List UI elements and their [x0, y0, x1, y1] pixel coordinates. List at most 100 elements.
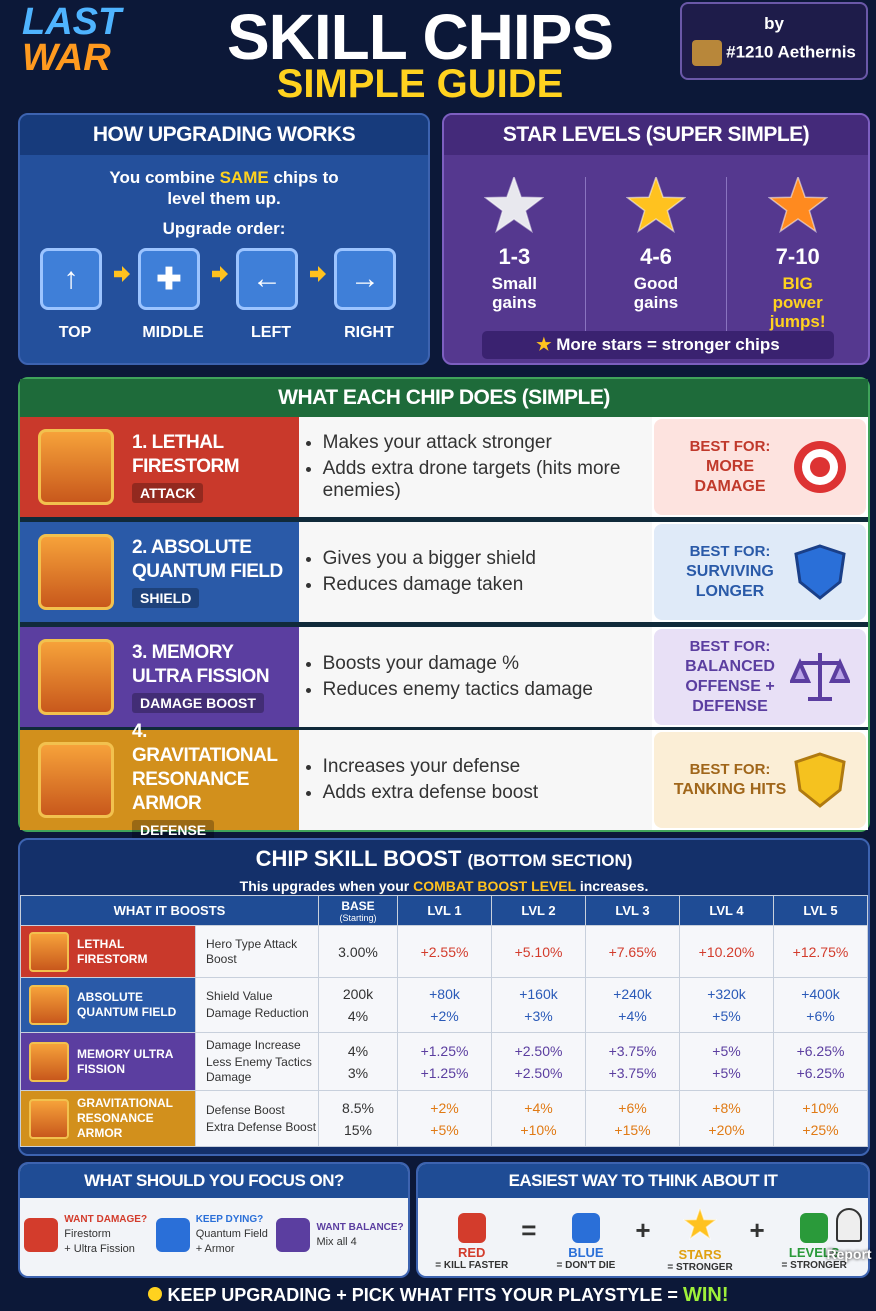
level-cell: +240k +4% [585, 977, 680, 1033]
focus-panel: WHAT SHOULD YOU FOCUS ON? WANT DAMAGE? Fi… [18, 1162, 410, 1278]
chip-icon [38, 639, 114, 715]
column-header: LVL 4 [679, 895, 774, 926]
cell-value: +2% [430, 1008, 459, 1024]
star-column: 1-3 Small gains [444, 174, 586, 331]
boost-row: ABSOLUTE QUANTUM FIELD Shield Value Damage… [20, 977, 868, 1033]
chip-bullets: Makes your attack stronger Adds extra dro… [298, 417, 652, 517]
boost-title: CHIP SKILL BOOST (BOTTOM SECTION) [20, 846, 868, 872]
star [681, 1205, 719, 1241]
cell-value: +6.25% [796, 1064, 845, 1081]
focus-icon [276, 1217, 311, 1252]
chip-tag: SHIELD [132, 588, 200, 608]
cell-value: +6% [618, 1099, 647, 1116]
chip-name: GRAVITATIONAL RESONANCE ARMOR [77, 1096, 173, 1140]
focus-item: WANT BALANCE? Mix all 4 [276, 1212, 404, 1257]
author: #1210 Aethernis [682, 40, 866, 66]
focus-icon [155, 1217, 190, 1252]
level-cell: +4% +10% [491, 1090, 586, 1147]
cell-value: +8% [712, 1099, 741, 1116]
easiest-items: RED = KILL FASTER = BLUE = DON'T DIE + STARS = … [418, 1198, 868, 1273]
chip-name: 1. LETHAL FIRESTORM [132, 432, 240, 477]
operator: = [521, 1215, 537, 1245]
header-text: BASE [341, 898, 375, 913]
cell-value: +20% [708, 1121, 745, 1138]
upgrade-text: You combine SAME chips to level them up. [109, 167, 339, 209]
chip-name: 3. MEMORY ULTRA FISSION [132, 642, 270, 687]
base-cell: 4% 3% [318, 1032, 398, 1091]
star-desc: Small gains [491, 274, 537, 312]
report-icon [836, 1208, 862, 1242]
stat-cell: Defense Boost Extra Defense Boost [195, 1090, 319, 1147]
boost-row: LETHAL FIRESTORM Hero Type Attack Boost 3.… [20, 925, 868, 978]
level-cell: +10% +25% [773, 1090, 868, 1147]
cell-value: +5% [712, 1064, 741, 1081]
base-cell: 200k 4% [318, 977, 398, 1033]
logo: LAST WAR [22, 1, 122, 79]
operator: + [749, 1215, 765, 1245]
header-text: LVL 5 [803, 903, 838, 918]
easy-item: BLUE = DON'T DIE [544, 1211, 628, 1271]
logo-bottom: WAR [22, 37, 111, 79]
title: SKILL CHIPS [226, 1, 614, 73]
chip-icon [29, 985, 69, 1025]
chip-cell: MEMORY ULTRA FISSION [20, 1032, 196, 1091]
chip-icon [38, 742, 114, 818]
star-column: 4-6 Good gains [586, 174, 728, 331]
bullet: Reduces damage taken [323, 574, 628, 596]
step-col: → RIGHT [334, 248, 404, 342]
order-label: Upgrade order: [162, 219, 286, 238]
chip-bullets: Gives you a bigger shield Reduces damage … [298, 522, 652, 622]
cell-value: +240k [613, 986, 652, 1002]
focus-heading: WANT BALANCE? [316, 1221, 404, 1233]
chip-row: 3. MEMORY ULTRA FISSION DAMAGE BOOST Boost… [20, 627, 868, 727]
text: You combine [109, 168, 215, 187]
chip-text: 2. ABSOLUTE QUANTUM FIELD SHIELD [132, 536, 292, 608]
level-cell: +2.50% +2.50% [491, 1032, 586, 1091]
bullet: Adds extra defense boost [323, 782, 628, 804]
cell-value: +6.25% [796, 1042, 845, 1059]
chip-tag: ATTACK [132, 483, 204, 503]
best-icon [790, 653, 850, 701]
cell-value: +12.75% [792, 943, 849, 960]
text: This upgrades when your [239, 878, 410, 894]
best-for: BEST FOR: MORE DAMAGE [654, 419, 866, 515]
cell-value: +3% [524, 1008, 553, 1024]
step-arrow [114, 266, 130, 282]
best-text: BEST FOR: MORE DAMAGE [670, 437, 790, 497]
panel-title: HOW UPGRADING WORKS [20, 115, 428, 155]
easy-item: LEVELS = STRONGER [772, 1211, 856, 1271]
chip-text: 4. GRAVITATIONAL RESONANCE ARMOR DEFENSE [132, 720, 292, 840]
cell-value: +2.50% [514, 1042, 563, 1059]
stat-name: Damage Increase [206, 1038, 301, 1052]
title-note: (BOTTOM SECTION) [467, 851, 633, 870]
cell-value: 4% [347, 1042, 369, 1059]
star [625, 174, 687, 234]
base-cell: 3.00% [318, 925, 398, 978]
easy-item: RED = KILL FASTER [430, 1211, 514, 1271]
cell-value: +2% [430, 1099, 459, 1116]
easy-label: STARS [678, 1247, 722, 1262]
cell-value: +3.75% [608, 1064, 657, 1081]
cell-value: +160k [519, 986, 558, 1002]
focus-line: + Ultra Fission [64, 1243, 135, 1255]
chip-tag: DAMAGE BOOST [132, 693, 264, 713]
level-cell: +400k +6% [773, 977, 868, 1033]
header-text: LVL 2 [521, 903, 556, 918]
focus-item: WANT DAMAGE? Firestorm + Ultra Fission [24, 1212, 147, 1257]
chip-icon [38, 429, 114, 505]
chip-identity: 2. ABSOLUTE QUANTUM FIELD SHIELD [20, 522, 299, 622]
star [483, 174, 546, 234]
boost-table: WHAT IT BOOSTS BASE (Starting) LVL 1 LVL 2 LV… [20, 895, 868, 1147]
stat-cell: Damage Increase Less Enemy Tactics Damage [195, 1032, 319, 1091]
step-col: ↑ TOP [40, 248, 110, 342]
chip-cell: ABSOLUTE QUANTUM FIELD [20, 977, 196, 1033]
chip-name: MEMORY ULTRA FISSION [77, 1046, 173, 1076]
header-text: WHAT IT BOOSTS [113, 903, 226, 918]
avatar [692, 40, 723, 66]
easy-meaning: = KILL FASTER [435, 1259, 509, 1271]
chip-icon [29, 1041, 69, 1082]
level-cell: +7.65% [585, 925, 680, 978]
logo-top: LAST [22, 1, 122, 43]
arrow-icon: ✚ [156, 262, 182, 296]
report-button[interactable]: Report [822, 1208, 876, 1276]
